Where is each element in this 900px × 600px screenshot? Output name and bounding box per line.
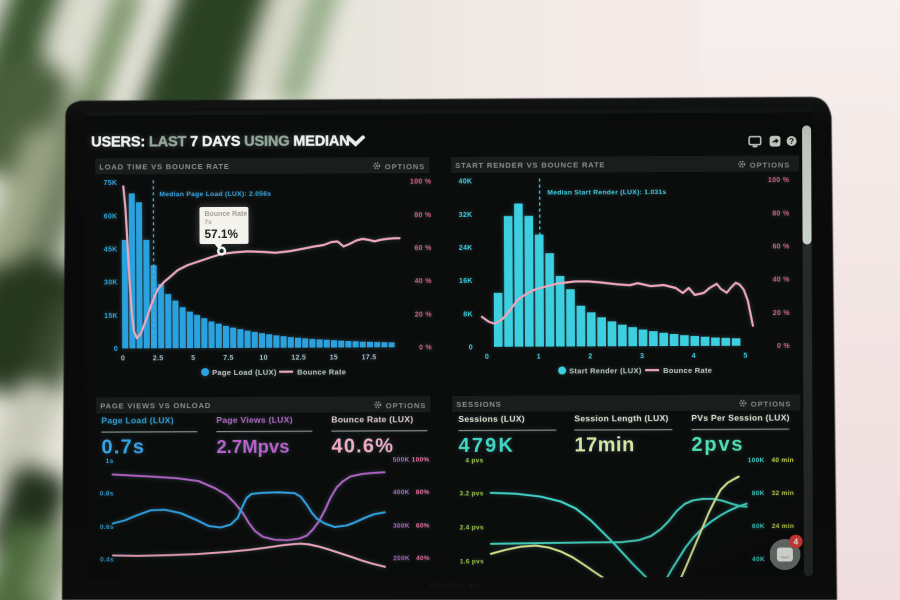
svg-text:Median Page Load (LUX): 2.056s: Median Page Load (LUX): 2.056s	[159, 191, 271, 198]
svg-text:PVs Per Session (LUX): PVs Per Session (LUX)	[691, 413, 789, 423]
svg-text:0.4s: 0.4s	[100, 556, 114, 563]
svg-text:80%: 80%	[416, 489, 430, 496]
svg-text:Page Load (LUX): Page Load (LUX)	[101, 415, 174, 425]
svg-text:0.8s: 0.8s	[100, 490, 114, 497]
svg-text:2: 2	[588, 353, 592, 360]
svg-text:60 %: 60 %	[414, 245, 432, 252]
svg-text:Bounce Rate (LUX): Bounce Rate (LUX)	[331, 414, 413, 424]
svg-text:75K: 75K	[104, 180, 118, 187]
svg-text:15: 15	[330, 354, 338, 361]
svg-text:1: 1	[537, 354, 541, 361]
svg-text:80 %: 80 %	[772, 210, 790, 217]
svg-text:Median Start Render (LUX): 1.0: Median Start Render (LUX): 1.031s	[547, 189, 666, 197]
svg-text:80 %: 80 %	[414, 212, 432, 219]
svg-text:45K: 45K	[104, 246, 118, 253]
svg-text:100%: 100%	[412, 456, 430, 463]
svg-text:5: 5	[743, 353, 747, 360]
svg-text:Sessions (LUX): Sessions (LUX)	[458, 414, 525, 424]
svg-text:16K: 16K	[459, 278, 473, 285]
svg-text:40 %: 40 %	[415, 278, 433, 285]
svg-text:0: 0	[469, 344, 473, 351]
svg-text:60%: 60%	[416, 522, 430, 529]
svg-text:0: 0	[114, 346, 118, 353]
svg-text:0.7s: 0.7s	[101, 436, 145, 458]
svg-text:20 %: 20 %	[773, 310, 791, 317]
svg-text:4: 4	[692, 353, 696, 360]
svg-text:100K: 100K	[748, 457, 765, 464]
svg-text:40K: 40K	[752, 556, 765, 563]
svg-text:60K: 60K	[752, 523, 765, 530]
svg-text:24K: 24K	[459, 245, 473, 252]
svg-text:0.6s: 0.6s	[100, 524, 114, 531]
svg-text:0: 0	[485, 354, 489, 361]
svg-text:17min: 17min	[574, 434, 634, 456]
svg-text:32 min: 32 min	[772, 490, 794, 497]
svg-text:4: 4	[793, 536, 798, 546]
svg-text:2.7Mpvs: 2.7Mpvs	[216, 436, 289, 457]
svg-text:80K: 80K	[752, 490, 765, 497]
svg-text:0 %: 0 %	[777, 343, 790, 350]
svg-text:60K: 60K	[104, 213, 118, 220]
svg-text:40.6%: 40.6%	[331, 435, 394, 457]
svg-text:10: 10	[259, 355, 267, 362]
svg-text:15K: 15K	[104, 313, 118, 320]
svg-text:30K: 30K	[104, 280, 118, 287]
svg-text:17.5: 17.5	[362, 354, 377, 361]
svg-text:479K: 479K	[458, 435, 515, 457]
svg-text:Bounce Rate: Bounce Rate	[663, 366, 712, 375]
svg-text:3.2 pvs: 3.2 pvs	[459, 490, 483, 497]
svg-text:40%: 40%	[416, 555, 430, 562]
svg-text:300K: 300K	[393, 523, 410, 530]
svg-text:100 %: 100 %	[768, 177, 790, 184]
svg-text:12.5: 12.5	[291, 355, 306, 362]
svg-text:Page Views (LUX): Page Views (LUX)	[216, 415, 292, 425]
svg-text:0 %: 0 %	[419, 345, 432, 352]
svg-text:Page Load (LUX): Page Load (LUX)	[212, 368, 277, 377]
svg-text:60 %: 60 %	[772, 244, 790, 251]
svg-text:1.6 pvs: 1.6 pvs	[460, 558, 484, 565]
svg-text:20 %: 20 %	[415, 311, 433, 318]
svg-text:32K: 32K	[459, 212, 473, 219]
svg-text:2pvs: 2pvs	[691, 434, 744, 456]
svg-text:Session Length (LUX): Session Length (LUX)	[574, 413, 668, 423]
svg-text:200K: 200K	[393, 555, 410, 562]
svg-text:5: 5	[191, 355, 195, 362]
svg-text:100 %: 100 %	[410, 179, 432, 186]
svg-text:1s: 1s	[106, 458, 114, 465]
svg-text:8K: 8K	[463, 311, 473, 318]
svg-text:2.5: 2.5	[153, 355, 164, 362]
svg-text:Start Render (LUX): Start Render (LUX)	[569, 366, 642, 375]
svg-text:0: 0	[121, 355, 125, 362]
svg-text:40K: 40K	[459, 179, 473, 186]
svg-text:500K: 500K	[393, 457, 410, 464]
svg-text:4 pvs: 4 pvs	[465, 457, 483, 464]
svg-text:Bounce Rate: Bounce Rate	[297, 367, 346, 376]
svg-text:24 min: 24 min	[772, 523, 794, 530]
svg-text:3: 3	[640, 353, 644, 360]
svg-text:40 min: 40 min	[771, 457, 793, 464]
svg-text:?: ?	[789, 137, 794, 146]
svg-text:2.4 pvs: 2.4 pvs	[460, 524, 484, 531]
svg-text:400K: 400K	[393, 489, 410, 496]
svg-text:40 %: 40 %	[773, 277, 791, 284]
svg-text:7.5: 7.5	[223, 355, 234, 362]
